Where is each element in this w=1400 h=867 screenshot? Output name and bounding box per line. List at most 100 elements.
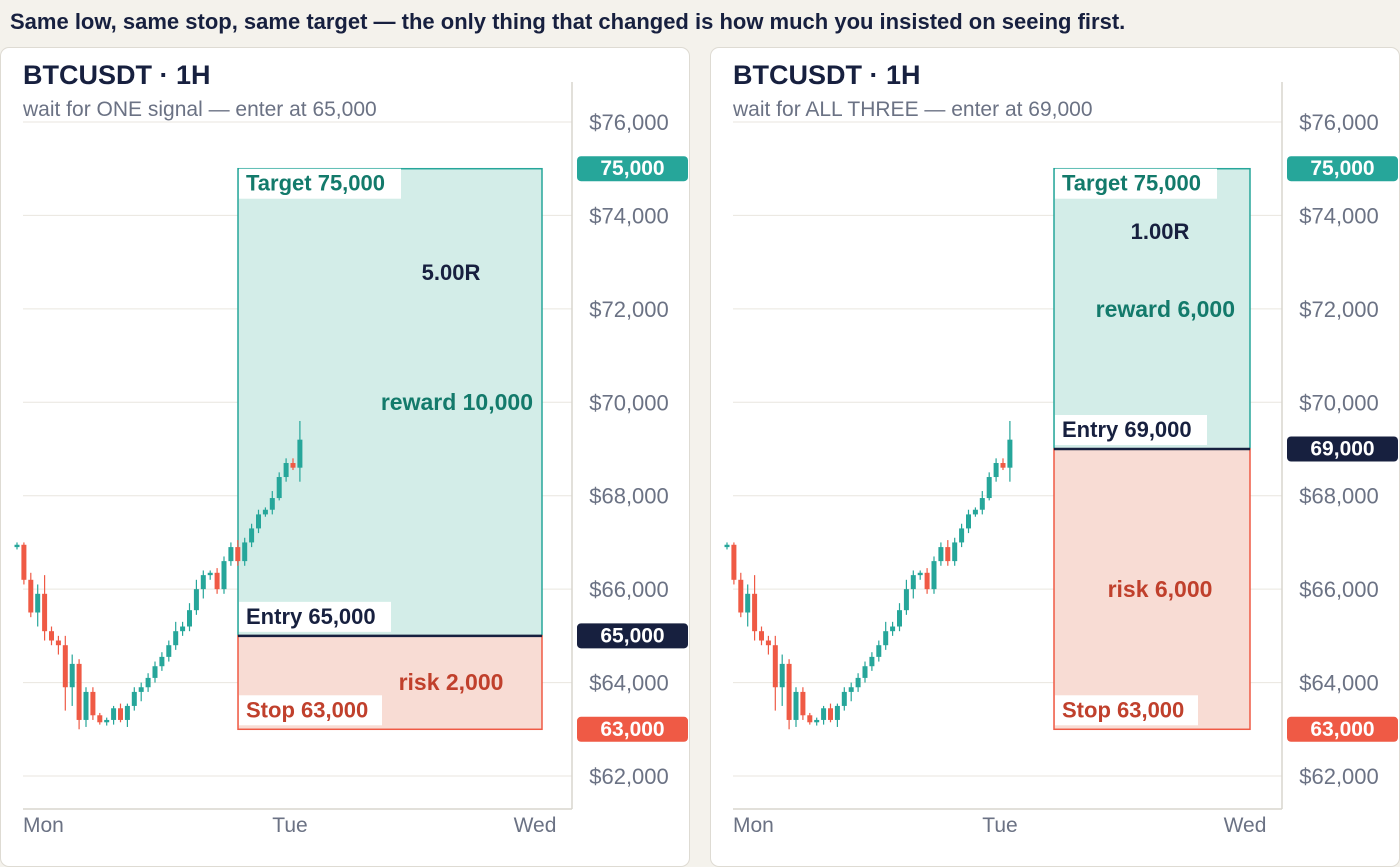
candle-body [118, 708, 123, 720]
candle-body [193, 589, 199, 611]
stop-price-tag-bg[interactable] [1287, 716, 1398, 742]
candle-body [249, 528, 255, 543]
target-label-bg [239, 168, 401, 199]
chart-panel-all-three: BTCUSDT · 1H wait for ALL THREE — enter a… [710, 47, 1400, 867]
rr-ratio-label: 5.00R [422, 260, 481, 285]
chart-title: BTCUSDT · 1H [23, 60, 211, 90]
candle-body [173, 631, 179, 646]
y-tick-label: $76,000 [589, 110, 669, 135]
candle-body [76, 663, 82, 720]
y-tick-label: $70,000 [589, 390, 669, 415]
candle-body [814, 719, 820, 723]
y-tick-label: $62,000 [1299, 764, 1379, 789]
stop-label: Stop 63,000 [246, 697, 368, 722]
candle-body [90, 691, 96, 716]
y-tick-label: $68,000 [1299, 484, 1379, 509]
entry-label: Entry 69,000 [1062, 417, 1192, 442]
candle-body [897, 610, 902, 627]
entry-price-tag-bg[interactable] [1287, 436, 1398, 462]
candle-body [821, 708, 827, 720]
candle-body [242, 542, 248, 562]
candle-body [97, 715, 103, 723]
candle-body [903, 589, 909, 611]
candle-body [959, 528, 965, 543]
candle-body [276, 477, 282, 499]
candle-body [49, 631, 54, 641]
candle-body [938, 547, 944, 562]
reward-label: reward 10,000 [381, 389, 533, 415]
reward-zone[interactable] [1053, 167, 1251, 450]
candle-body [1000, 463, 1006, 468]
candle-body [21, 544, 27, 580]
candle-body [724, 544, 730, 548]
candle-body [862, 666, 868, 678]
candle-body [187, 610, 192, 627]
y-tick-label: $64,000 [589, 671, 669, 696]
target-label-bg [1055, 168, 1217, 199]
entry-label-bg [1055, 415, 1207, 445]
y-tick-label: $64,000 [1299, 671, 1379, 696]
candle-body [166, 645, 172, 657]
candle-body [752, 593, 758, 632]
candle-body [834, 705, 840, 720]
candle-body [772, 645, 778, 688]
target-price-tag-bg[interactable] [1287, 156, 1398, 182]
candlestick-chart-one-signal[interactable]: BTCUSDT · 1H wait for ONE signal — enter … [1, 48, 691, 866]
candle-body [290, 463, 296, 468]
y-tick-label: $76,000 [1299, 110, 1379, 135]
stop-price-tag-bg[interactable] [577, 716, 688, 742]
y-tick-label: $68,000 [589, 484, 669, 509]
candle-body [800, 691, 806, 716]
candle-body [283, 463, 289, 478]
candle-body [945, 547, 951, 562]
y-tick-label: $66,000 [589, 577, 669, 602]
candle-body [931, 561, 937, 590]
candle-body [828, 708, 833, 720]
candle-body [131, 691, 137, 706]
y-tick-label: $66,000 [1299, 577, 1379, 602]
candle-body [111, 708, 117, 720]
chart-subtitle: wait for ALL THREE — enter at 69,000 [732, 98, 1093, 121]
target-price-tag: 75,000 [1310, 157, 1374, 180]
candle-body [55, 640, 61, 646]
candle-body [42, 593, 48, 632]
candle-body [986, 477, 992, 499]
chart-subtitle: wait for ONE signal — enter at 65,000 [22, 98, 377, 121]
y-tick-label: $74,000 [589, 203, 669, 228]
candle-body [138, 687, 144, 692]
entry-label-bg [239, 601, 391, 632]
candle-body [952, 542, 958, 562]
candle-body [779, 663, 785, 688]
entry-price-tag: 65,000 [600, 624, 664, 647]
chart-title: BTCUSDT · 1H [733, 60, 921, 90]
risk-zone[interactable] [1053, 448, 1251, 731]
reward-label: reward 6,000 [1096, 296, 1235, 322]
target-label: Target 75,000 [246, 171, 385, 196]
candle-body [28, 579, 34, 613]
candle-body [924, 572, 930, 590]
candle-body [235, 547, 241, 562]
entry-label: Entry 65,000 [246, 604, 376, 629]
candle-body [966, 514, 971, 529]
stop-label: Stop 63,000 [1062, 697, 1184, 722]
candle-body [745, 593, 751, 613]
stop-label-bg [239, 695, 382, 726]
candle-body [62, 645, 68, 688]
candlestick-chart-all-three[interactable]: BTCUSDT · 1H wait for ALL THREE — enter a… [711, 48, 1400, 866]
x-tick-label: Tue [272, 814, 307, 837]
candle-body [759, 631, 764, 641]
candle-body [104, 719, 110, 723]
candle-body [256, 514, 261, 529]
target-price-tag-bg[interactable] [577, 156, 688, 182]
entry-price-tag-bg[interactable] [577, 623, 688, 649]
candle-body [807, 715, 813, 723]
candle-body [69, 663, 75, 688]
y-tick-label: $74,000 [1299, 203, 1379, 228]
candle-body [152, 666, 158, 678]
candle-body [848, 687, 854, 692]
candle-body [765, 640, 771, 646]
candle-body [297, 439, 303, 468]
candle-body [869, 656, 875, 667]
candle-body [855, 677, 861, 688]
candle-body [910, 575, 916, 590]
